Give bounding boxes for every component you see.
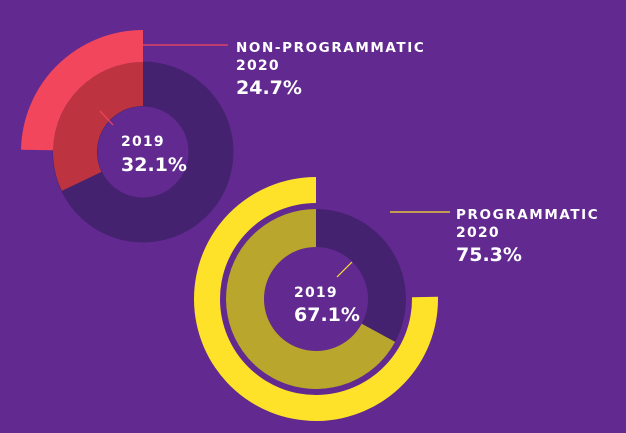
leader-line-programmatic-2019 [336,261,353,278]
label-non-programmatic-2019-value: 32.1% [121,154,187,176]
label-programmatic-title: PROGRAMMATIC [456,207,599,223]
label-programmatic-2020-year: 2020 [456,225,500,241]
donut-programmatic-2019-arc [226,209,396,390]
label-non-programmatic-2020-value: 24.7% [236,77,302,99]
leader-line-non-programmatic-2019 [99,110,114,126]
donut-non-programmatic [21,30,234,243]
label-programmatic-2020-value: 75.3% [456,244,522,266]
label-non-programmatic-2020-year: 2020 [236,58,280,74]
donut-programmatic [194,177,450,421]
label-non-programmatic-2019-year: 2019 [121,134,165,150]
donut-non-programmatic-2020-arc [21,30,143,151]
label-programmatic-2019-year: 2019 [294,285,338,301]
label-programmatic-2019-value: 67.1% [294,304,360,326]
label-non-programmatic-title: NON-PROGRAMMATIC [236,40,425,56]
donut-non-programmatic-2019-arc [53,62,144,191]
